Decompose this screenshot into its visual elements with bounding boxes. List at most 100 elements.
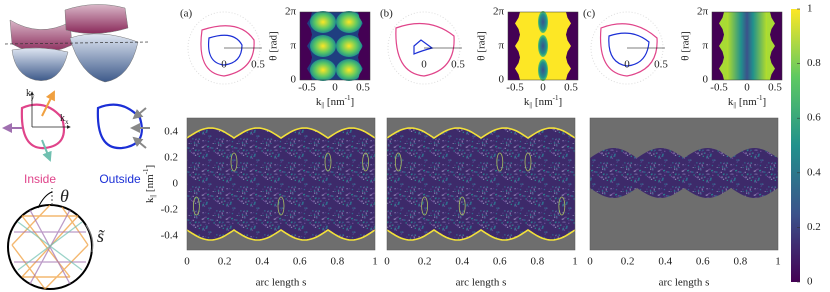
label-part: ] (762, 96, 766, 108)
map-y-tick-label: π (702, 40, 708, 52)
outside-contour (96, 103, 143, 150)
heatmap-edge (770, 12, 782, 80)
section-frame (589, 117, 779, 251)
x-tick-label: 0 (587, 256, 593, 268)
map-x-tick-label: 0.5 (768, 82, 782, 94)
colorbar-tick-label: 0.6 (807, 112, 821, 124)
x-label: arc length s (256, 277, 307, 289)
chaotic-sea (387, 128, 575, 240)
colorbar-tick-label: 0.8 (807, 57, 821, 69)
heatmap-edge (358, 12, 370, 80)
x-tick-label: 0.6 (493, 256, 507, 268)
island (558, 196, 566, 216)
heatmap-blob (310, 35, 336, 57)
x-tick-label: 0.6 (696, 256, 710, 268)
map-y-tick-label: π (498, 40, 504, 52)
x-tick-label: 0.2 (218, 256, 232, 268)
section-frame (386, 117, 576, 251)
label-part: || (733, 101, 736, 109)
heatmap-blob (310, 11, 336, 33)
label-part: ] (144, 165, 156, 169)
label-part: k (524, 96, 530, 108)
outside-label: Outside (99, 172, 141, 186)
map-x-tick-label: -0.5 (710, 82, 728, 94)
heatmap-lens (538, 35, 548, 57)
heatmap-edge (508, 12, 520, 80)
map-x-tick-label: 0.5 (564, 82, 578, 94)
y-tick-label: -0.2 (161, 204, 178, 216)
island (324, 152, 332, 172)
surface (11, 47, 69, 81)
label-part: -1 (553, 94, 559, 102)
angle-arc (37, 191, 53, 209)
island (362, 152, 370, 172)
polar-tick-label: 0 (421, 59, 427, 71)
polar-tick-label: 0 (624, 59, 630, 71)
x-tick-label: 0 (384, 256, 390, 268)
x-tick-label: 1 (572, 256, 578, 268)
chaotic-sea (590, 148, 778, 198)
surface (64, 4, 129, 34)
surface (69, 33, 139, 83)
map-x-tick-label: 0 (744, 82, 750, 94)
map-y-tick-label: 0 (291, 74, 297, 86)
x-tick-label: 0.4 (255, 256, 269, 268)
polar-inner (413, 39, 434, 55)
heatmap-blob (336, 11, 362, 33)
boundary-orbit (386, 127, 576, 139)
arrow (132, 136, 147, 149)
map-y-label: θ [rad] (680, 31, 692, 60)
x-tick-label: 0.4 (658, 256, 672, 268)
map-y-label: θ [rad] (476, 31, 488, 60)
heatmap-blob (310, 59, 336, 81)
label-part: ] (558, 96, 562, 108)
label-part: [nm (324, 96, 345, 108)
island (394, 152, 402, 172)
schematic: ky kx Inside Outside θ s̃ (2, 4, 150, 290)
x-tick-label: 0.2 (418, 256, 432, 268)
axis-label: k|| [nm-1] (728, 94, 766, 109)
island (277, 196, 285, 216)
label-part: -1 (142, 168, 150, 174)
arrow (132, 107, 147, 120)
polar-tick-label: 0.5 (451, 59, 465, 71)
map-y-tick-label: 2π (285, 6, 297, 18)
map-y-tick-label: 0 (499, 74, 505, 86)
heatmap-edge (712, 12, 724, 80)
boundary-orbit (186, 127, 376, 139)
polar-inner (207, 34, 243, 66)
polar-outer (599, 23, 658, 77)
x-tick-label: 0.4 (455, 256, 469, 268)
axis-label: k|| [nm-1] (316, 94, 354, 109)
heatmap-lens (538, 11, 548, 33)
panel-label: (b) (380, 8, 393, 20)
x-label: arc length s (659, 277, 710, 289)
map-y-tick-label: 0 (703, 74, 709, 86)
arrow (41, 90, 55, 117)
y-tick-label: 0 (173, 178, 179, 190)
inside-label: Inside (24, 172, 56, 186)
label-part: k (144, 197, 156, 203)
map-y-tick-label: 2π (697, 6, 709, 18)
orbits (17, 221, 83, 271)
map-y-tick-label: π (290, 40, 296, 52)
map-x-tick-label: 0 (540, 82, 546, 94)
x-tick-label: 0.8 (331, 256, 345, 268)
heatmap-frame (507, 11, 579, 81)
polar-outer (395, 22, 455, 77)
plane (4, 41, 149, 45)
heatmap-edge (566, 12, 578, 80)
x-tick-label: 0.8 (734, 256, 748, 268)
label-part: || (149, 195, 157, 198)
label-part: || (529, 101, 532, 109)
island (230, 152, 238, 172)
map-y-label: θ [rad] (268, 31, 280, 60)
x-tick-label: 0 (184, 256, 190, 268)
colorbar-scale (791, 9, 800, 282)
heatmap-lens (538, 59, 548, 81)
island (192, 196, 200, 216)
heatmap-edge (300, 12, 312, 80)
axis-label: k|| [nm-1] (524, 94, 562, 109)
